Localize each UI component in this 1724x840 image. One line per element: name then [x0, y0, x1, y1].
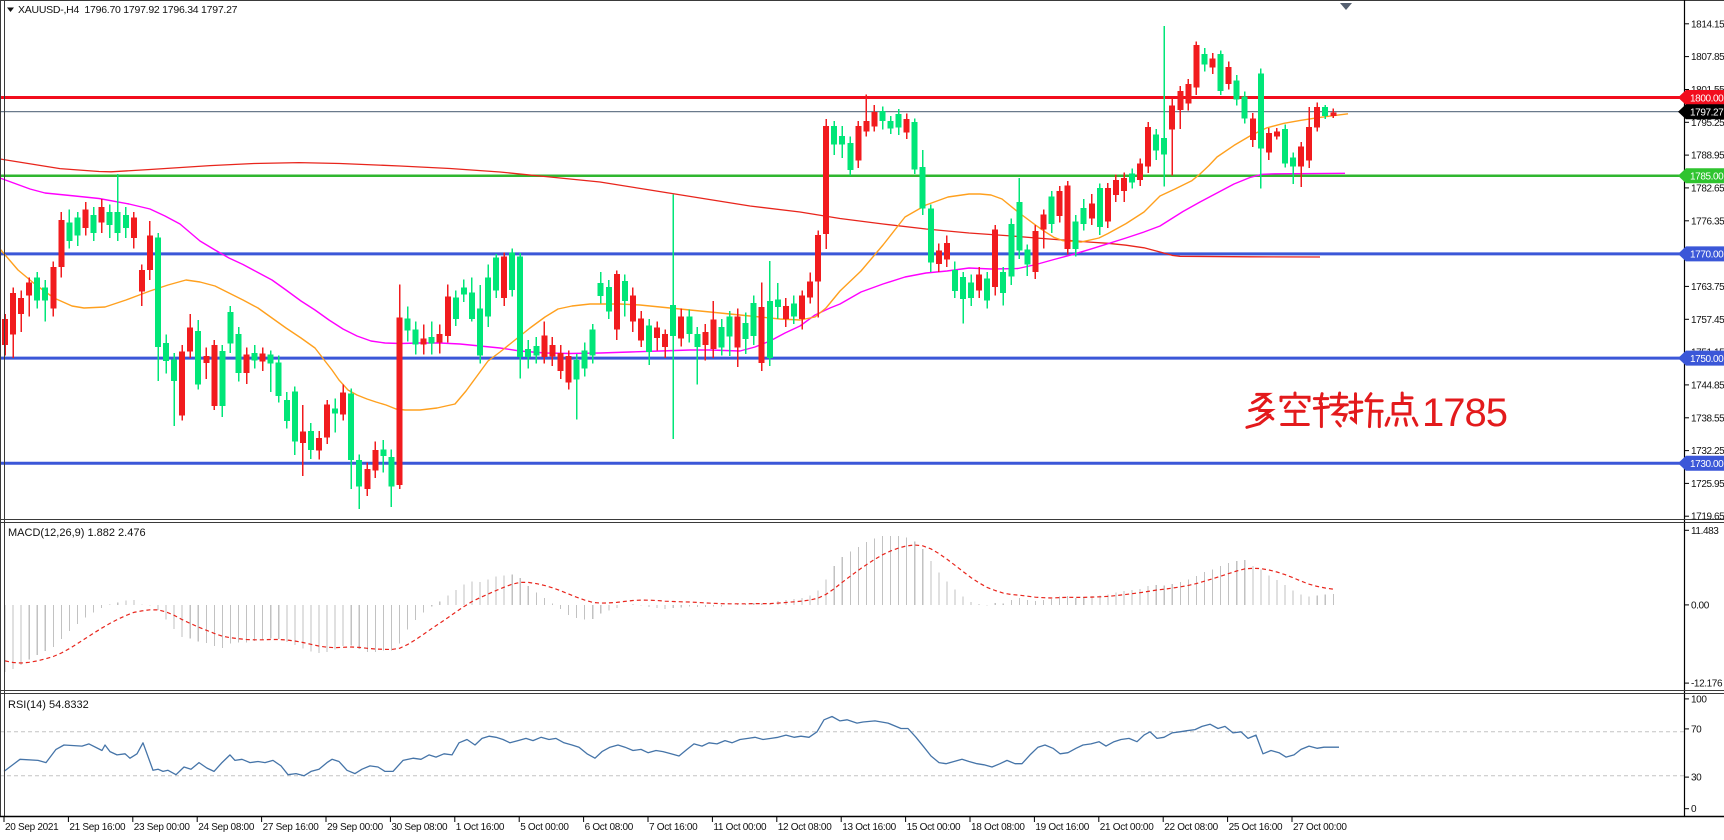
svg-text:1785: 1785 [1422, 391, 1507, 435]
svg-text:1788.95: 1788.95 [1691, 151, 1724, 162]
svg-text:1750.00: 1750.00 [1690, 354, 1724, 365]
svg-text:15 Oct 00:00: 15 Oct 00:00 [907, 822, 961, 833]
svg-text:70: 70 [1691, 724, 1702, 735]
svg-text:-12.176: -12.176 [1691, 679, 1723, 690]
svg-text:1782.65: 1782.65 [1691, 183, 1724, 194]
svg-text:27 Sep 16:00: 27 Sep 16:00 [263, 822, 320, 833]
svg-text:27 Oct 00:00: 27 Oct 00:00 [1293, 822, 1347, 833]
svg-text:25 Oct 16:00: 25 Oct 16:00 [1229, 822, 1283, 833]
svg-text:1770.00: 1770.00 [1690, 250, 1724, 261]
svg-text:1763.75: 1763.75 [1691, 282, 1724, 293]
svg-text:1807.85: 1807.85 [1691, 52, 1724, 63]
svg-text:1730.00: 1730.00 [1690, 459, 1724, 470]
svg-text:11.483: 11.483 [1691, 526, 1719, 537]
svg-text:20 Sep 2021: 20 Sep 2021 [5, 822, 59, 833]
svg-text:13 Oct 16:00: 13 Oct 16:00 [842, 822, 896, 833]
svg-text:7 Oct 16:00: 7 Oct 16:00 [649, 822, 698, 833]
svg-text:12 Oct 08:00: 12 Oct 08:00 [778, 822, 832, 833]
svg-text:11 Oct 00:00: 11 Oct 00:00 [713, 822, 767, 833]
svg-text:100: 100 [1691, 694, 1707, 705]
svg-text:18 Oct 08:00: 18 Oct 08:00 [971, 822, 1025, 833]
svg-text:24 Sep 08:00: 24 Sep 08:00 [198, 822, 255, 833]
svg-text:19 Oct 16:00: 19 Oct 16:00 [1035, 822, 1089, 833]
svg-text:1732.25: 1732.25 [1691, 446, 1724, 457]
svg-text:30: 30 [1691, 773, 1702, 784]
svg-text:1725.95: 1725.95 [1691, 479, 1724, 490]
svg-text:29 Sep 00:00: 29 Sep 00:00 [327, 822, 384, 833]
svg-text:0: 0 [1691, 804, 1697, 815]
svg-text:1800.00: 1800.00 [1690, 93, 1724, 104]
svg-text:30 Sep 08:00: 30 Sep 08:00 [391, 822, 448, 833]
svg-text:1738.55: 1738.55 [1691, 413, 1724, 424]
svg-text:RSI(14) 54.8332: RSI(14) 54.8332 [8, 699, 89, 711]
svg-text:1795.25: 1795.25 [1691, 118, 1724, 129]
svg-text:1719.65: 1719.65 [1691, 512, 1724, 523]
svg-text:22 Oct 08:00: 22 Oct 08:00 [1164, 822, 1218, 833]
svg-text:21 Sep 16:00: 21 Sep 16:00 [69, 822, 126, 833]
svg-text:1785.00: 1785.00 [1690, 172, 1724, 183]
svg-text:1744.85: 1744.85 [1691, 380, 1724, 391]
svg-text:1 Oct 16:00: 1 Oct 16:00 [456, 822, 505, 833]
svg-text:6 Oct 08:00: 6 Oct 08:00 [585, 822, 634, 833]
svg-text:0.00: 0.00 [1691, 600, 1710, 611]
svg-text:XAUUSD-,H4 1796.70 1797.92 17: XAUUSD-,H4 1796.70 1797.92 1796.34 1797.… [18, 4, 238, 16]
svg-text:1797.27: 1797.27 [1690, 108, 1724, 119]
svg-text:21 Oct 00:00: 21 Oct 00:00 [1100, 822, 1154, 833]
svg-text:1757.45: 1757.45 [1691, 315, 1724, 326]
svg-text:23 Sep 00:00: 23 Sep 00:00 [134, 822, 191, 833]
svg-text:MACD(12,26,9) 1.882 2.476: MACD(12,26,9) 1.882 2.476 [8, 527, 146, 539]
svg-text:5 Oct 00:00: 5 Oct 00:00 [520, 822, 569, 833]
svg-text:1776.35: 1776.35 [1691, 216, 1724, 227]
svg-text:1814.15: 1814.15 [1691, 19, 1724, 30]
